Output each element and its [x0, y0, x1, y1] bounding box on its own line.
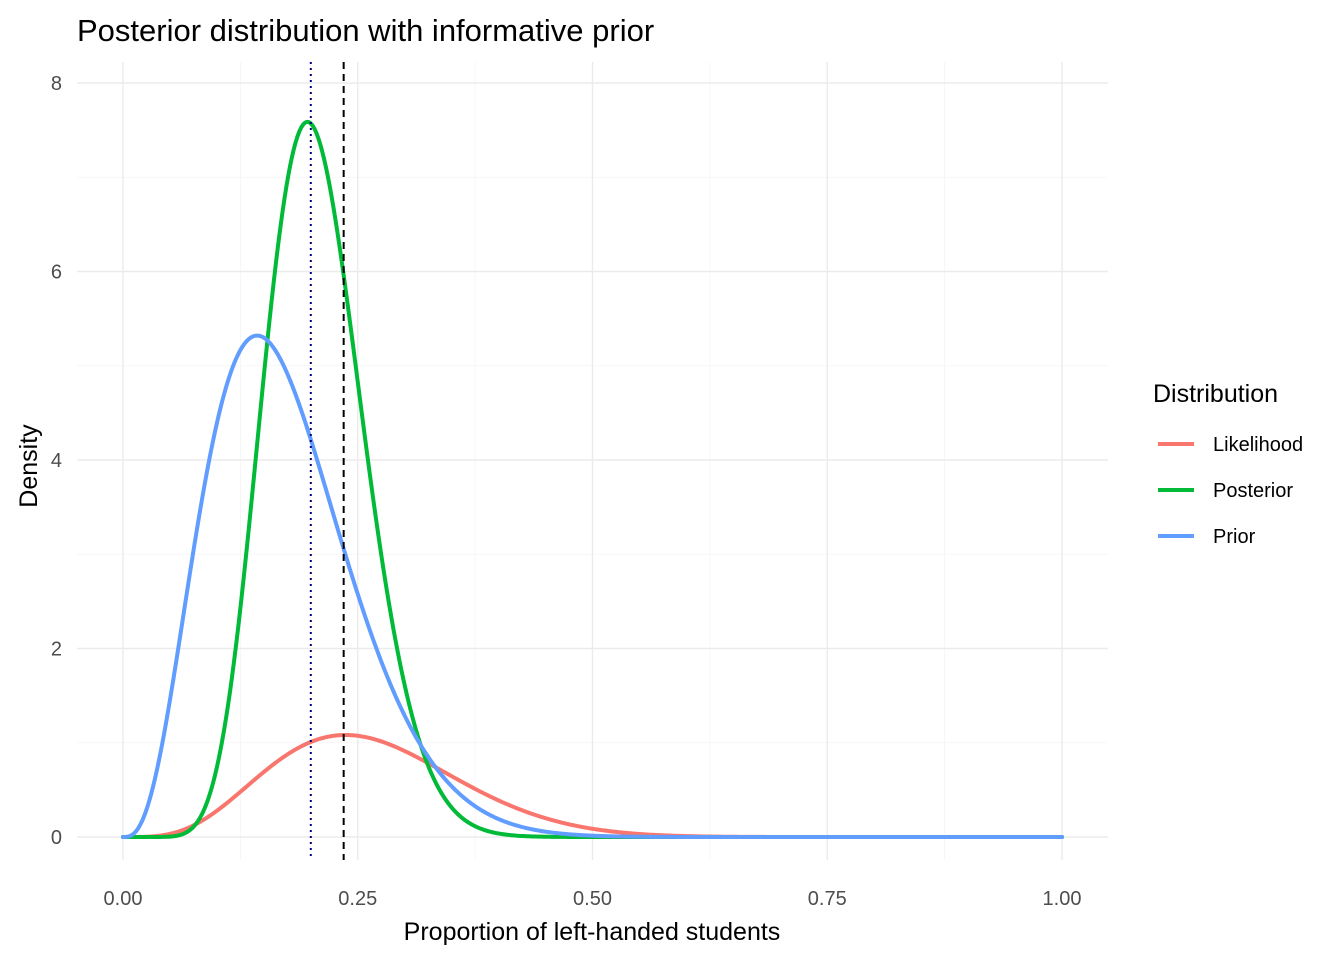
series-lines — [121, 119, 1064, 839]
chart-title: Posterior distribution with informative … — [77, 13, 654, 48]
x-tick-label: 0.00 — [104, 888, 143, 910]
y-tick-label: 6 — [51, 262, 62, 284]
axes: 0.00 0.25 0.50 0.75 1.00 0 2 4 6 8 — [51, 73, 1082, 910]
x-tick-label: 0.75 — [808, 888, 847, 910]
reference-lines — [309, 62, 345, 860]
legend-label: Likelihood — [1213, 434, 1303, 456]
legend-title: Distribution — [1153, 380, 1278, 408]
grid — [77, 62, 1108, 860]
x-tick-label: 0.25 — [338, 888, 377, 910]
y-tick-label: 8 — [51, 73, 62, 95]
x-axis-title: Proportion of left-handed students — [404, 918, 781, 946]
y-tick-label: 2 — [51, 639, 62, 661]
x-tick-label: 0.50 — [573, 888, 612, 910]
legend: Distribution Likelihood Posterior Prior — [1153, 380, 1303, 548]
legend-label: Posterior — [1213, 480, 1293, 502]
y-tick-label: 4 — [51, 450, 62, 472]
series-line-prior — [121, 333, 1064, 839]
legend-label: Prior — [1213, 526, 1256, 548]
y-axis-title: Density — [15, 424, 43, 508]
y-tick-label: 0 — [51, 827, 62, 849]
x-tick-label: 1.00 — [1043, 888, 1082, 910]
